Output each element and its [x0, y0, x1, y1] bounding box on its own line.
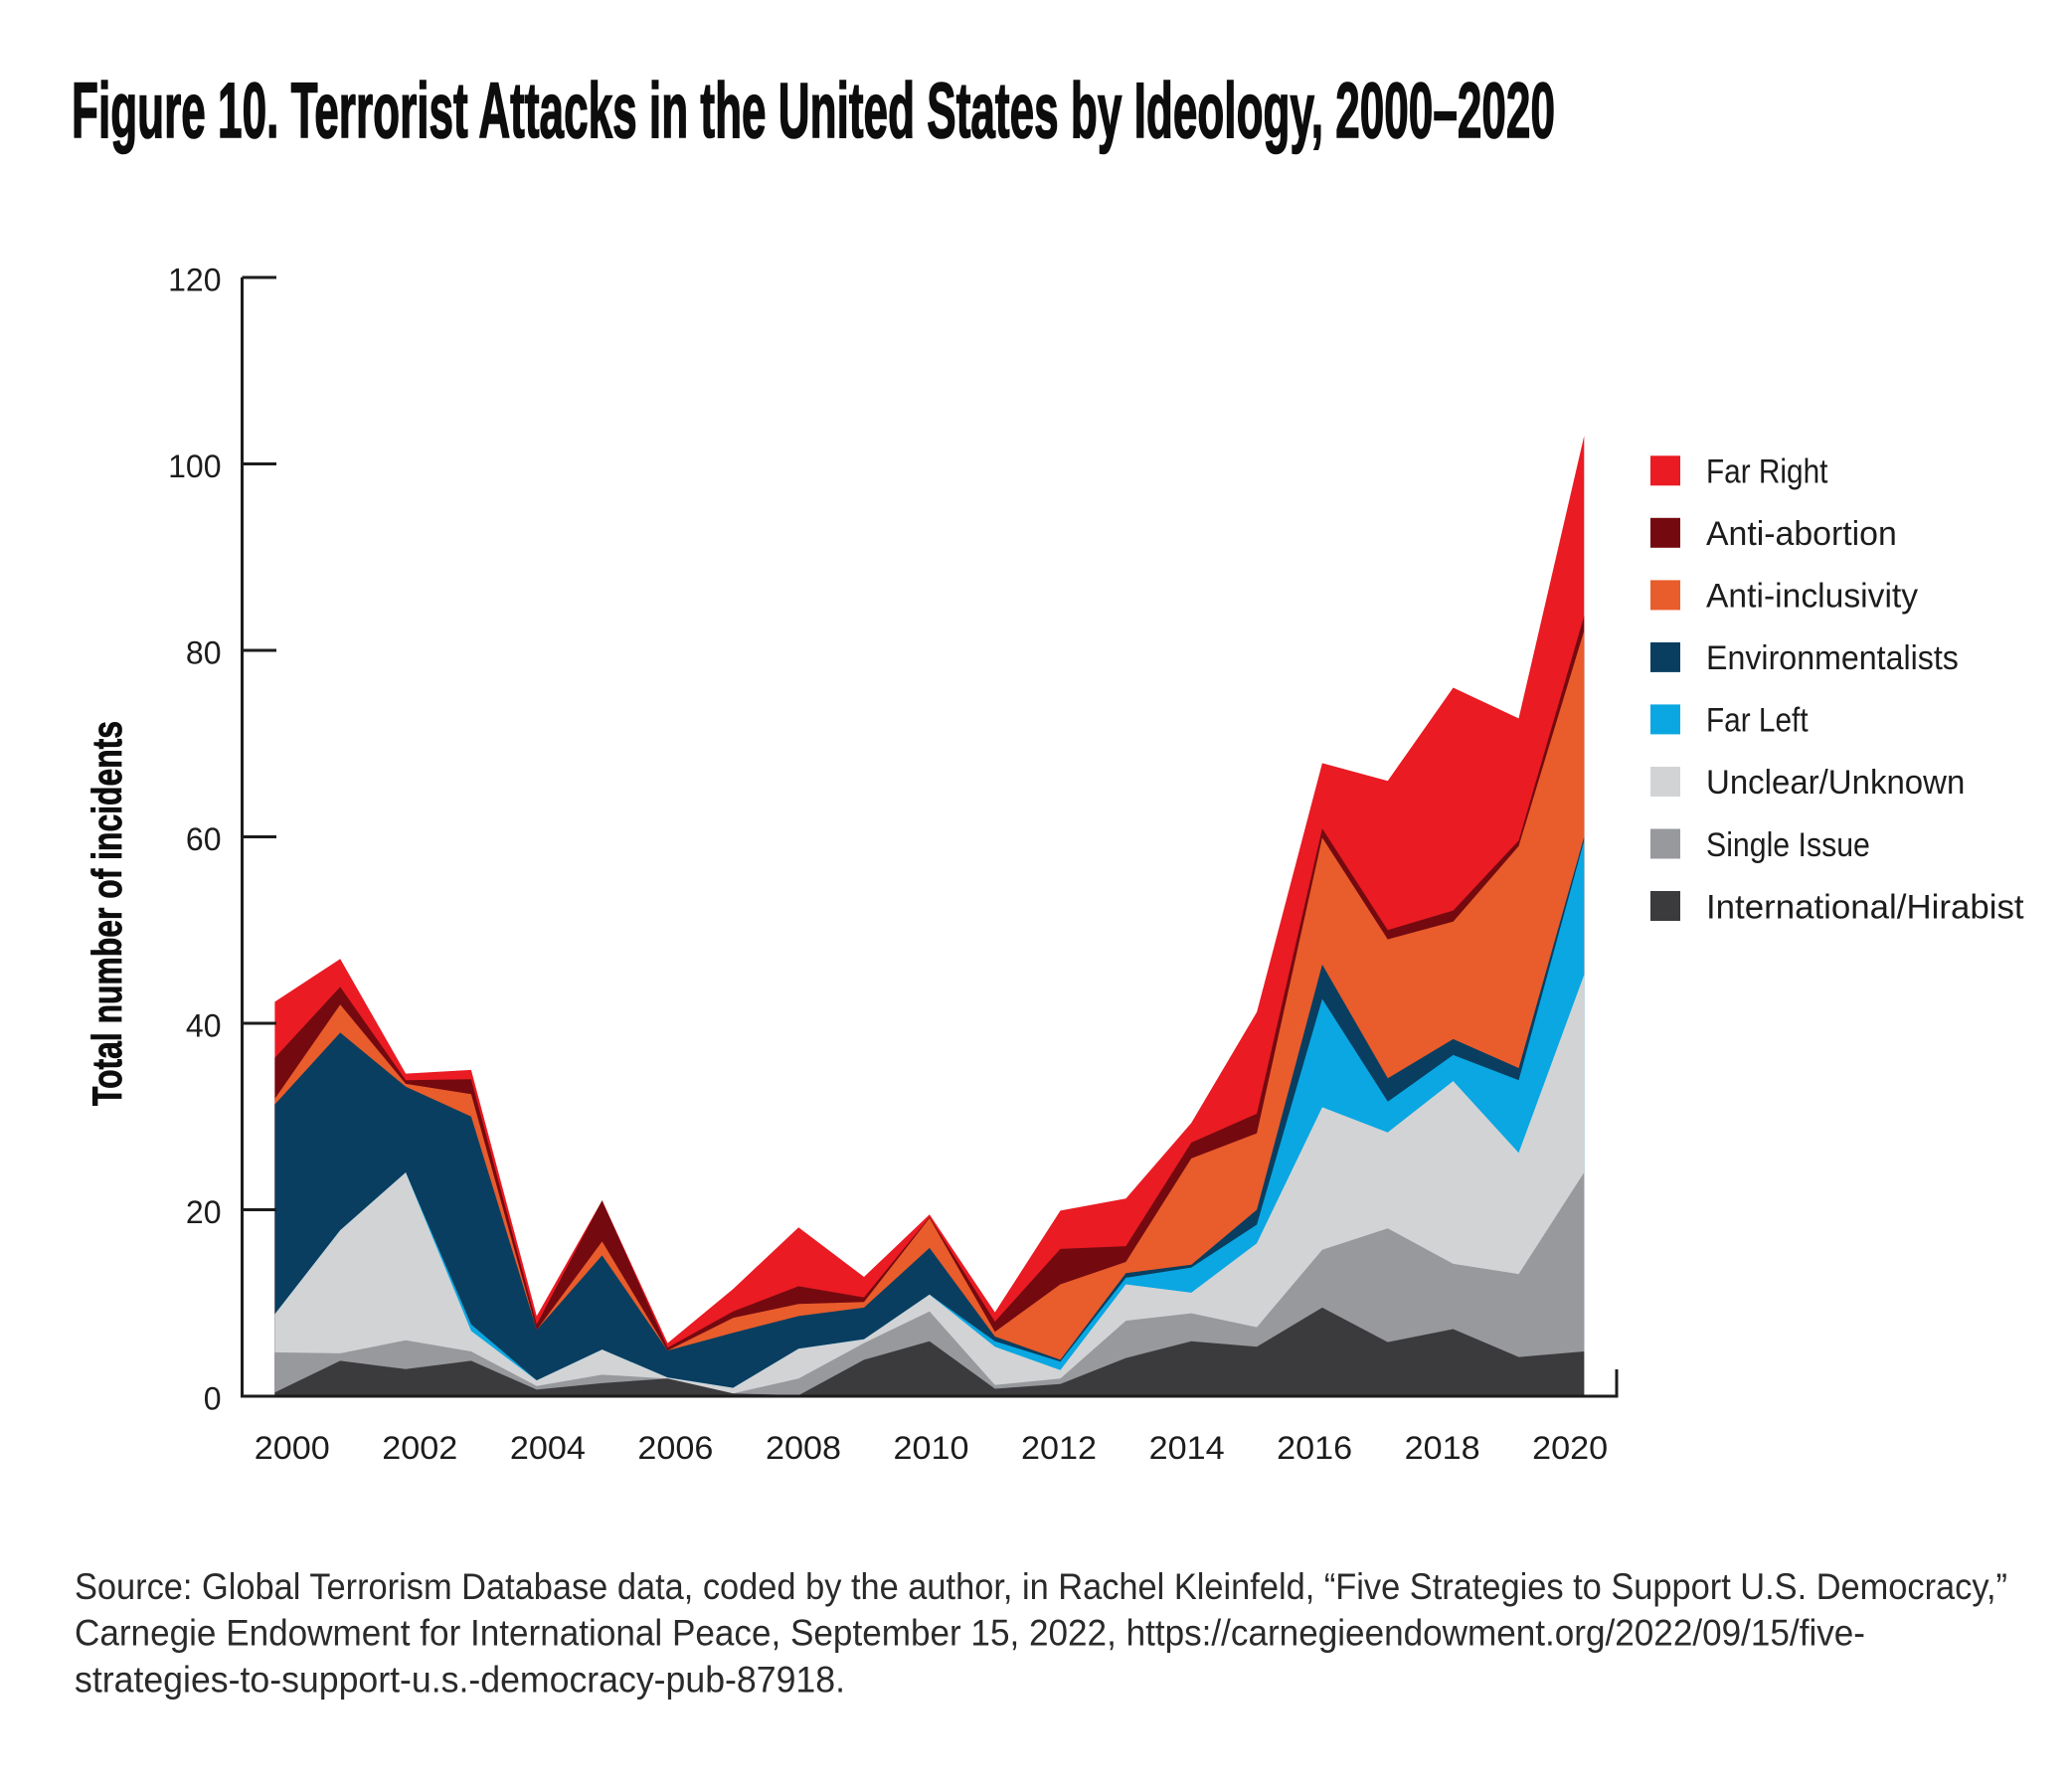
svg-text:120: 120	[168, 263, 221, 298]
svg-text:0: 0	[204, 1381, 222, 1417]
svg-text:40: 40	[186, 1008, 222, 1044]
svg-text:Figure 10. Terrorist Attacks i: Figure 10. Terrorist Attacks in the Unit…	[72, 66, 1555, 154]
svg-text:2008: 2008	[766, 1430, 841, 1466]
svg-text:2000: 2000	[255, 1430, 330, 1466]
svg-text:2010: 2010	[894, 1430, 969, 1466]
svg-text:Total number of incidents: Total number of incidents	[84, 721, 130, 1106]
svg-text:2004: 2004	[510, 1430, 586, 1466]
svg-text:Single Issue: Single Issue	[1706, 826, 1870, 864]
svg-text:2018: 2018	[1405, 1430, 1480, 1466]
svg-text:Carnegie Endowment for Interna: Carnegie Endowment for International Pea…	[75, 1613, 1865, 1654]
svg-text:Anti-inclusivity: Anti-inclusivity	[1706, 578, 1919, 616]
svg-text:strategies-to-support-u.s.-dem: strategies-to-support-u.s.-democracy-pub…	[75, 1659, 845, 1700]
svg-text:International/Hirabist: International/Hirabist	[1706, 888, 2024, 926]
svg-text:60: 60	[186, 821, 222, 857]
svg-text:2006: 2006	[637, 1430, 713, 1466]
svg-text:20: 20	[186, 1194, 222, 1230]
svg-text:Far Right: Far Right	[1706, 453, 1828, 491]
svg-text:Anti-abortion: Anti-abortion	[1706, 515, 1897, 553]
svg-text:Unclear/Unknown: Unclear/Unknown	[1706, 764, 1965, 802]
svg-text:100: 100	[168, 448, 221, 484]
svg-text:2002: 2002	[382, 1430, 457, 1466]
svg-text:Far Left: Far Left	[1706, 702, 1809, 740]
svg-text:2020: 2020	[1532, 1430, 1608, 1466]
svg-text:Environmentalists: Environmentalists	[1706, 639, 1959, 677]
svg-text:2014: 2014	[1149, 1430, 1225, 1466]
svg-text:Source: Global Terrorism Datab: Source: Global Terrorism Database data, …	[75, 1566, 2007, 1607]
svg-text:2012: 2012	[1021, 1430, 1097, 1466]
svg-text:2016: 2016	[1277, 1430, 1352, 1466]
svg-text:80: 80	[186, 635, 222, 671]
